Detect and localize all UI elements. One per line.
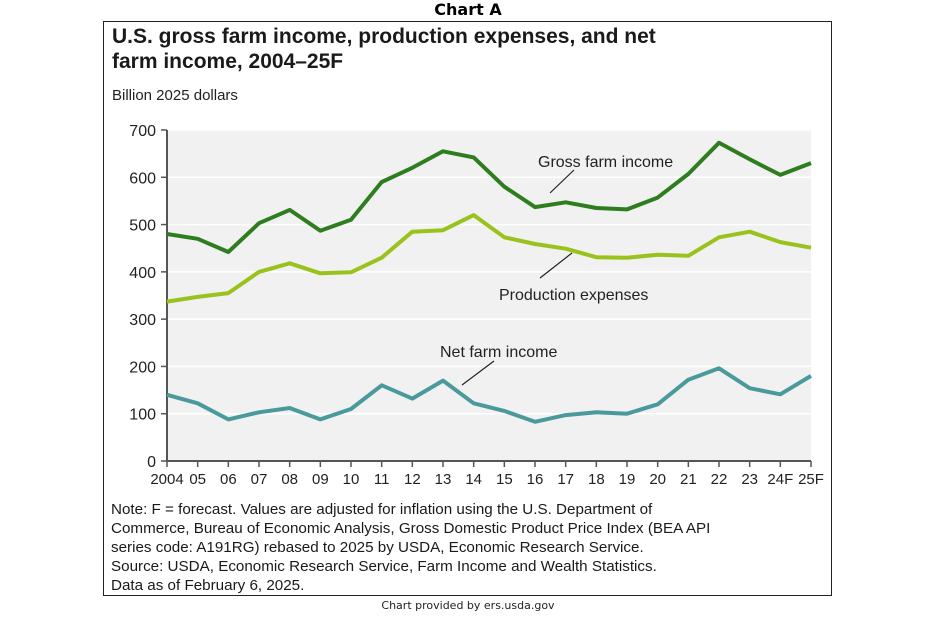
x-tick-label: 11 <box>374 471 390 488</box>
chart-title-line: U.S. gross farm income, production expen… <box>112 25 656 48</box>
series-line-production-expenses <box>166 213 812 304</box>
x-tick-label: 15 <box>496 471 513 488</box>
y-tick-label: 100 <box>129 407 156 424</box>
note-line: Commerce, Bureau of Economic Analysis, G… <box>111 520 711 537</box>
series-annotation-label: Gross farm income <box>538 154 673 171</box>
chart-label: Chart A <box>434 0 502 19</box>
series-annotation-label: Production expenses <box>499 287 648 304</box>
chart-title-line: farm income, 2004–25F <box>112 50 344 73</box>
series-annotation-label: Net farm income <box>440 344 557 361</box>
y-tick-label: 700 <box>129 123 156 140</box>
y-tick-label: 400 <box>129 265 156 282</box>
x-tick-label: 12 <box>404 471 421 488</box>
annotation-leader-line <box>539 252 573 279</box>
x-tick-label: 07 <box>251 471 268 488</box>
x-tick-label: 06 <box>220 471 237 488</box>
x-tick-label: 10 <box>343 471 360 488</box>
x-tick-label: 18 <box>588 471 605 488</box>
x-tick-label: 21 <box>680 471 697 488</box>
chart-frame <box>103 21 832 596</box>
x-tick-label: 13 <box>435 471 452 488</box>
x-tick-label: 14 <box>465 471 482 488</box>
data-date-line: Data as of February 6, 2025. <box>111 577 305 594</box>
source-line: Source: USDA, Economic Research Service,… <box>111 558 657 575</box>
y-tick-label: 600 <box>129 170 156 187</box>
x-tick-label: 09 <box>312 471 329 488</box>
x-tick-label: 05 <box>189 471 206 488</box>
x-tick-label: 25F <box>798 471 824 488</box>
y-axis-unit-label: Billion 2025 dollars <box>112 87 238 104</box>
x-tick-label: 24F <box>767 471 793 488</box>
x-tick-label: 08 <box>281 471 298 488</box>
x-tick-label: 19 <box>619 471 636 488</box>
note-line: series code: A191RG) rebased to 2025 by … <box>111 539 644 556</box>
series-line-net-farm-income <box>166 366 813 424</box>
note-line: Note: F = forecast. Values are adjusted … <box>111 501 653 518</box>
chart-title: U.S. gross farm income, production expen… <box>112 24 656 74</box>
annotation-leader-line <box>549 169 575 194</box>
y-tick-label: 0 <box>147 454 156 471</box>
x-tick-label: 16 <box>527 471 544 488</box>
y-tick-label: 200 <box>129 359 156 376</box>
chart-note: Note: F = forecast. Values are adjusted … <box>111 500 710 595</box>
annotation-leader-line <box>461 360 495 386</box>
y-tick-label: 500 <box>129 218 156 235</box>
series-line-gross-farm-income <box>166 140 812 254</box>
x-tick-label: 22 <box>711 471 728 488</box>
x-tick-label: 23 <box>741 471 758 488</box>
x-tick-label: 20 <box>649 471 666 488</box>
x-tick-label: 2004 <box>150 471 183 488</box>
x-tick-label: 17 <box>557 471 574 488</box>
chart-credit: Chart provided by ers.usda.gov <box>381 599 555 612</box>
y-tick-label: 300 <box>129 312 156 329</box>
